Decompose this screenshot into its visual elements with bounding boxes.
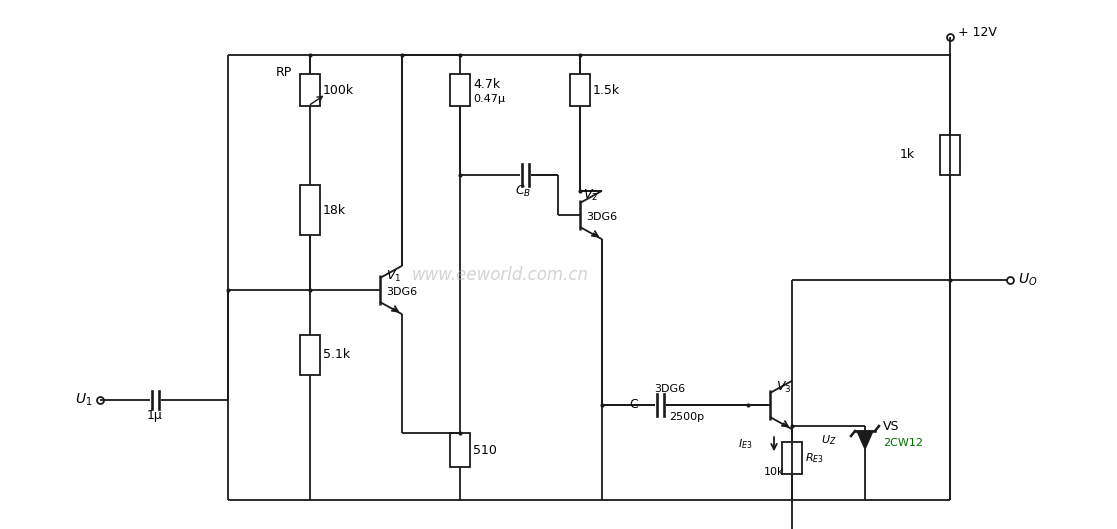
Text: 2500p: 2500p bbox=[669, 412, 705, 422]
Text: 2CW12: 2CW12 bbox=[884, 438, 923, 448]
Text: C: C bbox=[630, 398, 639, 412]
Text: $R_{E3}$: $R_{E3}$ bbox=[805, 451, 824, 465]
Text: 10k: 10k bbox=[764, 467, 784, 477]
Text: 3DG6: 3DG6 bbox=[586, 212, 617, 222]
Text: RP: RP bbox=[276, 66, 292, 78]
Text: www.eeworld.com.cn: www.eeworld.com.cn bbox=[411, 266, 589, 284]
Text: 1.5k: 1.5k bbox=[593, 84, 620, 96]
Polygon shape bbox=[857, 431, 873, 449]
Text: + 12V: + 12V bbox=[958, 26, 996, 40]
Text: 100k: 100k bbox=[323, 84, 354, 96]
Bar bbox=[450, 433, 470, 467]
Text: $C_B$: $C_B$ bbox=[515, 184, 531, 198]
Bar bbox=[941, 135, 960, 175]
Text: $I_{E3}$: $I_{E3}$ bbox=[737, 437, 752, 451]
Text: 510: 510 bbox=[472, 443, 497, 457]
Text: 5.1k: 5.1k bbox=[323, 349, 350, 361]
Text: 1µ: 1µ bbox=[147, 409, 163, 423]
Text: $V_1$: $V_1$ bbox=[386, 268, 401, 284]
Text: $U_1$: $U_1$ bbox=[75, 392, 92, 408]
Text: 1k: 1k bbox=[900, 149, 915, 161]
Bar bbox=[570, 74, 590, 106]
Text: 18k: 18k bbox=[323, 204, 346, 216]
Bar bbox=[782, 442, 802, 474]
Text: 4.7k: 4.7k bbox=[472, 78, 500, 90]
Text: $V_3$: $V_3$ bbox=[776, 379, 792, 395]
Bar bbox=[300, 74, 319, 106]
Text: 3DG6: 3DG6 bbox=[386, 287, 417, 297]
Bar bbox=[450, 74, 470, 106]
Text: VS: VS bbox=[884, 419, 899, 433]
Text: $U_O$: $U_O$ bbox=[1018, 272, 1038, 288]
Text: $U_Z$: $U_Z$ bbox=[821, 433, 837, 447]
Bar bbox=[300, 185, 319, 235]
Text: 3DG6: 3DG6 bbox=[655, 384, 686, 394]
Text: $V_2$: $V_2$ bbox=[583, 187, 599, 203]
Text: 0.47µ: 0.47µ bbox=[472, 94, 505, 104]
Bar bbox=[300, 335, 319, 375]
